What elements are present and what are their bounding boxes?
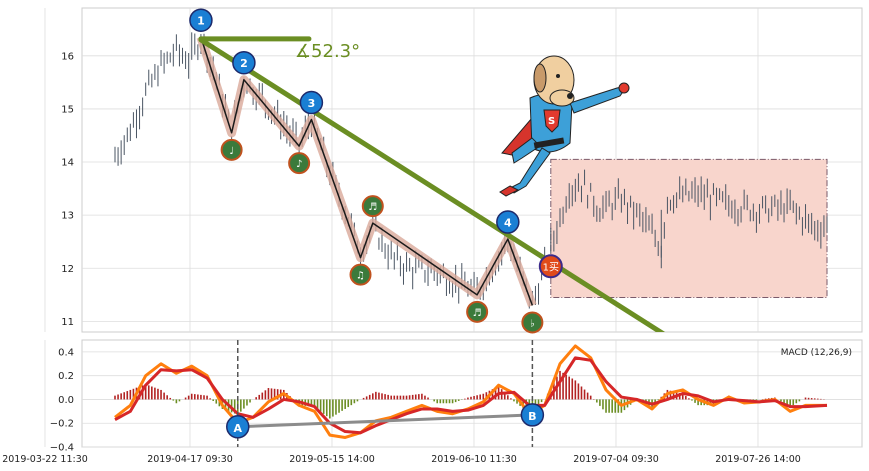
divergence-circle [226,415,250,439]
macd-y-tick: 0.0 [58,395,74,406]
note-label: ♬ [368,202,377,213]
angle-label: ∡52.3° [295,41,360,62]
hero-emblem-letter: S [548,116,555,127]
note-circle [361,195,384,218]
hero-ear [533,63,547,93]
note-label: ♬ [473,308,482,319]
macd-y-tick: 0.4 [58,347,74,358]
divergence-label: A [234,422,243,435]
hero-fist [618,82,630,94]
divergence-point-B: B [520,403,545,427]
wave-circle [496,210,520,234]
macd-legend: MACD (12,26,9) [781,348,852,358]
note-label: ♪ [296,159,302,170]
x-tick-label: 2019-03-22 11:30 [2,454,88,465]
note-marker: ♬ [466,300,489,323]
note-label: ♫ [356,271,365,282]
divergence-point-A: A [226,415,250,439]
note-circle [466,300,489,323]
wave-label: 1 [197,15,205,28]
macd-y-tick: −0.2 [50,419,74,430]
note-marker: ♩ [220,138,243,161]
wave-point-1: 1 [189,8,213,32]
hero-belt [533,137,565,149]
note-label: ♭ [530,318,535,329]
hero-eye [556,74,560,78]
x-tick-label: 2019-07-04 09:30 [573,454,659,465]
wave-label: 2 [240,57,248,70]
note-circle [349,263,372,286]
note-marker: ♬ [361,195,384,218]
trendline [198,37,666,332]
superhero-dog-illustration: S [499,55,630,197]
macd-y-tick: 0.2 [58,371,74,382]
note-circle [288,152,311,175]
wave-point-3: 3 [299,90,324,115]
price-y-tick: 11 [61,317,74,328]
price-y-tick: 14 [61,158,74,169]
wave-point-2: 2 [232,50,256,75]
x-tick-label: 2019-05-15 14:00 [289,454,375,465]
hero-nose [567,93,573,99]
divergence-line [237,413,533,429]
forecast-box [550,158,828,298]
note-marker: ♭ [521,311,544,334]
hero-emblem [543,109,561,133]
macd-dea-line [114,356,828,435]
macd-panel [81,339,863,448]
x-tick-label: 2019-06-10 11:30 [431,454,517,465]
wave-circle [299,90,324,115]
pattern-line [200,36,534,306]
macd-y-tick: −0.4 [50,443,74,454]
buy-label: 1买 [543,261,559,273]
note-circle [220,138,243,161]
hero-boot [499,185,520,197]
divergence-circle [520,403,545,427]
hero-leg-2 [509,147,551,194]
x-tick-label: 2019-07-26 14:00 [715,454,801,465]
note-circle [521,311,544,334]
buy-marker: 1买 [538,254,563,279]
wave-circle [232,50,256,75]
price-y-tick: 13 [61,211,74,222]
wave-circle [189,8,213,32]
x-tick-label: 2019-04-17 09:30 [147,454,233,465]
divergence-label: B [528,410,536,423]
note-label: ♩ [229,146,234,157]
price-y-tick: 12 [61,264,74,275]
wave-label: 3 [308,97,316,110]
wave-label: 4 [504,217,512,230]
note-marker: ♪ [288,152,311,175]
wave-point-4: 4 [496,210,520,234]
trendline-group [198,37,666,332]
buy-circle [538,254,563,279]
note-marker: ♫ [349,263,372,286]
price-y-tick: 15 [61,104,74,115]
price-y-tick: 16 [61,51,74,62]
